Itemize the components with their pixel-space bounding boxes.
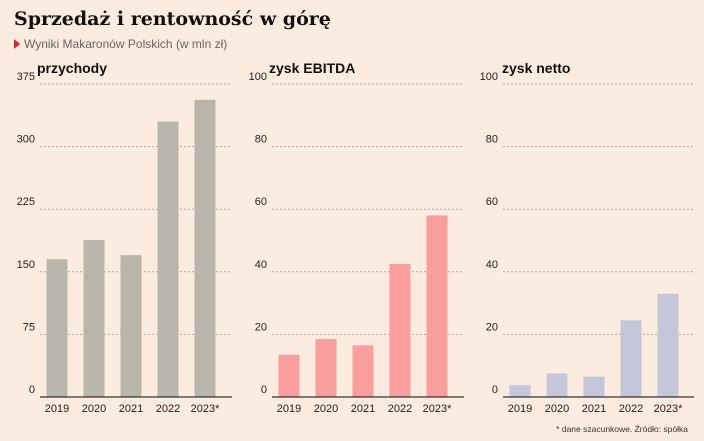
chart-panel-1: przychody 0 75 150 225 300 375 2019 2020 2021 2022… xyxy=(17,60,232,415)
bar xyxy=(389,263,411,397)
y-tick-label: 20 xyxy=(486,321,498,333)
bar xyxy=(194,99,216,397)
triangle-marker-icon xyxy=(14,39,20,49)
y-tick-label: 40 xyxy=(255,259,267,271)
y-tick-label: 0 xyxy=(492,384,498,396)
bar xyxy=(157,121,179,397)
y-tick-label: 60 xyxy=(255,196,267,208)
y-tick-label: 20 xyxy=(255,321,267,333)
y-tick-label: 100 xyxy=(480,71,498,83)
x-tick-label: 2021 xyxy=(119,403,143,415)
panel-title: zysk netto xyxy=(502,60,570,76)
chart-panel-3: zysk netto 0 20 40 60 80 100 2019 2020 2021 2022 20… xyxy=(480,60,694,415)
x-tick-label: 2021 xyxy=(351,403,375,415)
x-tick-label: 2022 xyxy=(156,403,180,415)
x-tick-label: 2019 xyxy=(45,403,69,415)
y-tick-label: 80 xyxy=(486,134,498,146)
x-tick-label: 2023* xyxy=(654,403,683,415)
bar xyxy=(657,293,679,397)
bar xyxy=(352,345,374,397)
panel-title: zysk EBITDA xyxy=(269,60,355,76)
bar xyxy=(278,354,300,397)
y-tick-label: 0 xyxy=(29,384,35,396)
x-tick-label: 2020 xyxy=(314,403,338,415)
bar xyxy=(509,385,531,397)
y-tick-label: 0 xyxy=(261,384,267,396)
y-tick-label: 375 xyxy=(17,71,35,83)
subtitle-text: Wyniki Makaronów Polskich (w mln zł) xyxy=(24,37,228,51)
x-tick-label: 2019 xyxy=(508,403,532,415)
bar xyxy=(83,240,105,397)
bar xyxy=(315,339,337,397)
x-tick-label: 2023* xyxy=(191,403,220,415)
bar xyxy=(426,215,448,397)
y-tick-label: 225 xyxy=(17,196,35,208)
x-tick-label: 2021 xyxy=(582,403,606,415)
chart-subtitle: Wyniki Makaronów Polskich (w mln zł) xyxy=(14,37,227,51)
bar xyxy=(546,373,568,397)
x-tick-label: 2019 xyxy=(277,403,301,415)
bar xyxy=(620,320,642,397)
x-tick-label: 2020 xyxy=(82,403,106,415)
footnote: * dane szacunkowe. Źródło: spółka xyxy=(556,424,688,434)
chart-panel-2: zysk EBITDA 0 20 40 60 80 100 2019 2020 2021 2022 2… xyxy=(249,60,464,415)
bar xyxy=(120,255,142,397)
panel-title: przychody xyxy=(37,60,107,76)
x-tick-label: 2023* xyxy=(423,403,452,415)
y-tick-label: 80 xyxy=(255,134,267,146)
y-tick-label: 40 xyxy=(486,259,498,271)
x-tick-label: 2020 xyxy=(545,403,569,415)
bar xyxy=(583,376,605,397)
y-tick-label: 75 xyxy=(23,321,35,333)
x-tick-label: 2022 xyxy=(619,403,643,415)
bar xyxy=(46,259,68,397)
y-tick-label: 100 xyxy=(249,71,267,83)
x-tick-label: 2022 xyxy=(388,403,412,415)
chart-title: Sprzedaż i rentowność w górę xyxy=(14,8,331,30)
y-tick-label: 300 xyxy=(17,134,35,146)
y-tick-label: 60 xyxy=(486,196,498,208)
y-tick-label: 150 xyxy=(17,259,35,271)
